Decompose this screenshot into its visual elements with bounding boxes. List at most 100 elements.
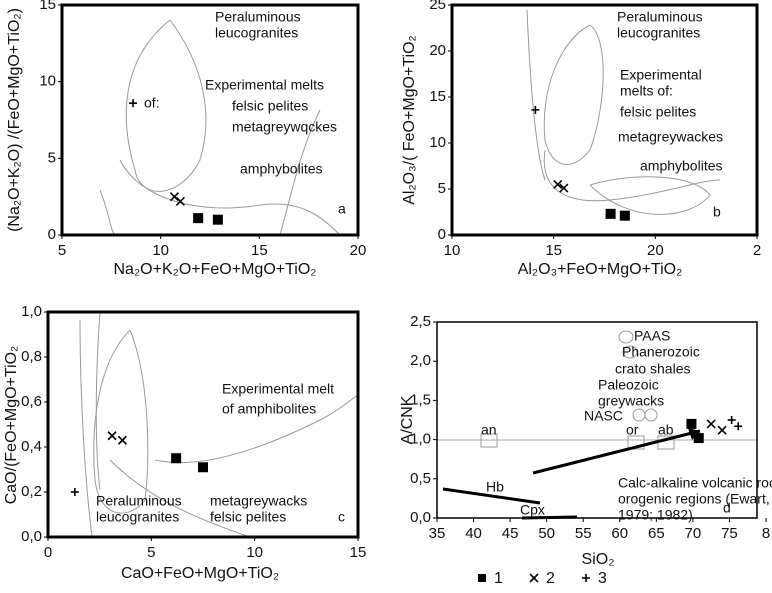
annotation: crato shales: [615, 361, 690, 377]
annotation: of:: [144, 95, 160, 111]
x-tick-label: 65: [648, 525, 665, 542]
annotation: an: [481, 422, 497, 438]
y-tick-label: 0,2: [21, 483, 42, 500]
annotation: NASC: [584, 408, 623, 424]
point: [706, 419, 716, 429]
point-stroke: [553, 179, 563, 189]
y-tick-label: 25: [429, 0, 446, 13]
annotation: Calc-alkaline volcanic rocks: [618, 475, 772, 491]
point-stroke: [169, 192, 180, 202]
x-tick-label: 70: [685, 525, 702, 542]
point: [198, 462, 208, 473]
annotation: leucogranites: [96, 509, 179, 525]
plot-frame: [450, 3, 759, 237]
annotation: b: [713, 204, 721, 220]
x-tick-label: 20: [647, 242, 664, 259]
annotation: metagreywacks: [210, 493, 307, 509]
x-tick-label: 15: [350, 544, 367, 561]
point-stroke: [175, 196, 185, 206]
annotation: felsic pelites: [620, 104, 696, 120]
annotation: ab: [658, 422, 674, 438]
annotation: c: [338, 509, 345, 525]
legend-label: 3: [598, 570, 607, 587]
x-axis-label: CaO+FeO+MgO+TiO₂: [121, 565, 279, 582]
x-tick-label: 20: [350, 242, 367, 259]
annotation: of amphibolites: [222, 401, 316, 417]
point-stroke: [107, 431, 117, 441]
point: [553, 179, 563, 189]
annotation: Experimental melt: [222, 381, 334, 397]
annotation: 1979; 1982): [618, 507, 693, 523]
x-tick-label: 8: [762, 525, 770, 542]
y-tick-label: 0,0: [410, 509, 431, 526]
annotation: Peraluminous: [617, 9, 703, 25]
annotation: Cpx: [520, 502, 545, 518]
annotation: a: [338, 201, 346, 217]
x-axis-label: Na₂O+K₂O+FeO+MgO+TiO₂: [114, 261, 317, 278]
y-tick-label: 0: [48, 226, 56, 243]
point-stroke: [117, 435, 127, 445]
annotation: Experimental: [620, 67, 702, 83]
y-axis-label: CaO/(FeO+MgO+TiO₂: [3, 346, 20, 505]
annotation: PAAS: [634, 328, 670, 344]
plot-frame: [436, 321, 758, 519]
point: [171, 453, 182, 464]
legend-label: 1: [494, 570, 503, 587]
annotation: d: [723, 500, 731, 516]
point: [693, 433, 704, 444]
y-tick-label: 1,0: [410, 431, 431, 448]
y-tick-label: 0,5: [410, 470, 431, 487]
plot-frame: [60, 3, 360, 237]
point: [686, 418, 697, 429]
point: [212, 214, 223, 225]
point: [559, 183, 569, 193]
x-tick-label: 75: [721, 525, 738, 542]
x-tick-label: 40: [465, 525, 482, 542]
y-axis-label: (Na₂O+K₂O) /(FeO+MgO+TiO₂): [6, 8, 23, 232]
x-tick-label: 10: [444, 242, 461, 259]
annotation: greywacks: [598, 393, 664, 409]
y-tick-label: 10: [429, 134, 446, 151]
y-tick-label: 0,6: [21, 393, 42, 410]
annotation: metagreywackes: [618, 129, 723, 145]
point: [175, 196, 185, 206]
point: [727, 416, 736, 424]
point: [193, 213, 204, 224]
point: [717, 425, 727, 435]
point: [117, 435, 127, 445]
annotation: leucogranites: [617, 25, 700, 41]
y-axis-label: A/CNK: [399, 395, 416, 444]
annotation: Phanerozoic: [622, 344, 700, 360]
x-axis-label: SiO₂: [582, 551, 615, 568]
point-stroke: [559, 183, 569, 193]
x-tick-label: 50: [538, 525, 555, 542]
x-tick-label: 35: [429, 525, 446, 542]
y-axis-label: Al₂O₃/( FeO+MgO+TiO₂: [401, 35, 418, 204]
annotation: Hb: [486, 479, 504, 495]
y-tick-label: 1,0: [21, 303, 42, 320]
y-tick-label: 0: [438, 226, 446, 243]
y-tick-label: 10: [39, 73, 56, 90]
x-tick-label: 10: [246, 544, 263, 561]
x-tick-label: 2: [753, 242, 761, 259]
annotation: amphybolites: [240, 161, 323, 177]
x-tick-label: 10: [152, 242, 169, 259]
point: [605, 208, 616, 219]
x-tick-label: 5: [147, 544, 155, 561]
point: [619, 210, 630, 221]
legend-symbol: [582, 574, 590, 582]
y-tick-label: 0,8: [21, 348, 42, 365]
y-tick-label: 15: [39, 0, 56, 13]
annotation: Experimental melts: [205, 77, 324, 93]
annotation: felsic pelites: [210, 509, 286, 525]
point: [169, 192, 180, 202]
annotation: metagreywqckes: [232, 119, 337, 135]
point: [734, 422, 743, 431]
plot-frame: [46, 310, 360, 539]
annotation: or: [626, 422, 639, 438]
x-tick-label: 0: [44, 544, 52, 561]
annotation: Peraluminous: [215, 9, 301, 25]
annotation: Peraluminous: [96, 493, 182, 509]
annotation: Paleozoic: [598, 377, 659, 393]
